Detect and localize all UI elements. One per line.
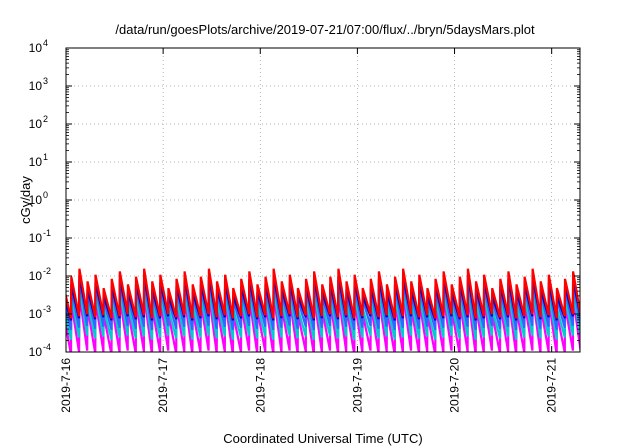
- x-tick-label: 2019-7-16: [59, 358, 73, 413]
- y-tick-label: 10: [29, 155, 43, 169]
- y-tick-label: 10: [29, 269, 43, 283]
- y-tick-exponent: 3: [43, 76, 48, 86]
- x-tick-label: 2019-7-19: [350, 358, 364, 413]
- y-tick-exponent: 0: [43, 190, 48, 200]
- y-axis-label: cGy/day: [18, 176, 33, 224]
- y-tick-exponent: -4: [43, 342, 51, 352]
- series-line: [66, 268, 580, 319]
- y-tick-exponent: 1: [43, 152, 48, 162]
- y-tick-label: 10: [29, 345, 43, 359]
- x-tick-label: 2019-7-17: [156, 358, 170, 413]
- x-tick-label: 2019-7-21: [545, 358, 559, 413]
- data-series: [66, 268, 580, 352]
- y-tick-label: 10: [29, 231, 43, 245]
- y-tick-exponent: 4: [43, 38, 48, 48]
- x-tick-label: 2019-7-20: [448, 358, 462, 413]
- y-tick-exponent: -2: [43, 266, 51, 276]
- y-tick-exponent: 2: [43, 114, 48, 124]
- chart-title: /data/run/goesPlots/archive/2019-07-21/0…: [115, 22, 535, 37]
- y-tick-exponent: -3: [43, 304, 51, 314]
- x-axis-label: Coordinated Universal Time (UTC): [223, 431, 422, 446]
- y-tick-label: 10: [29, 193, 43, 207]
- y-tick-label: 10: [29, 41, 43, 55]
- y-tick-label: 10: [29, 307, 43, 321]
- y-tick-label: 10: [29, 79, 43, 93]
- x-tick-label: 2019-7-18: [253, 358, 267, 413]
- x-axis: 2019-7-16 2019-7-17 2019-7-18 2019-7-19 2019…: [59, 48, 559, 413]
- y-tick-label: 10: [29, 117, 43, 131]
- y-tick-exponent: -1: [43, 228, 51, 238]
